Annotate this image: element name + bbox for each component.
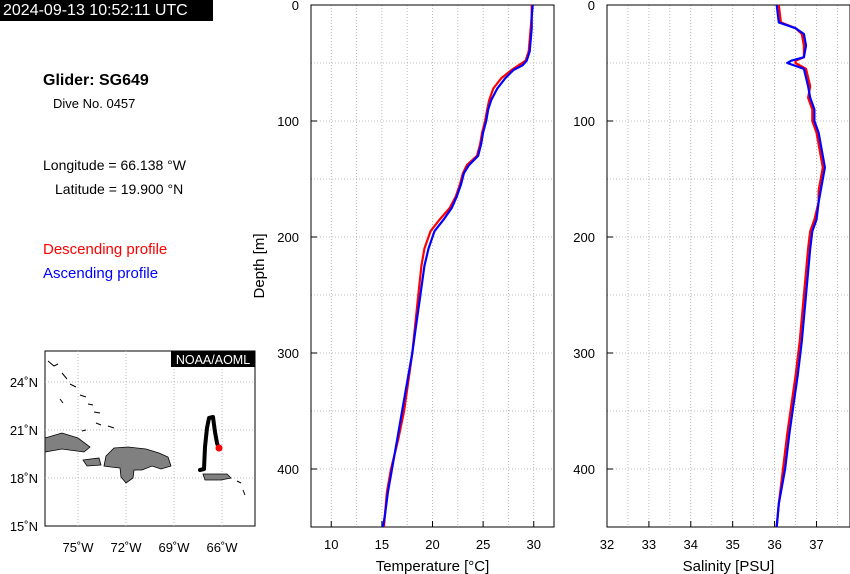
descending-legend: Descending profile (43, 241, 168, 258)
y-axis-label: Depth [m] (251, 233, 268, 298)
y-tick-label: 400 (277, 462, 299, 477)
glider-title: Glider: SG649 (43, 72, 149, 89)
plot-frame (606, 4, 850, 528)
y-tick-label: 100 (277, 114, 299, 129)
temperature-profile-chart: 0 100 200 300 400 10 15 20 25 30 Temperature [°C] D… (251, 0, 555, 574)
map-credit-box (171, 351, 255, 367)
x-axis-label: Temperature [°C] (376, 558, 490, 574)
y-tick-label: 200 (573, 230, 595, 245)
location-map: NOAA/AOML 24˚N 21˚N 18˚N 15˚N 75˚W 72˚W … (10, 350, 256, 555)
jamaica (82, 457, 102, 467)
x-tick-label: 25 (476, 537, 490, 552)
y-tick-label: 0 (588, 0, 595, 13)
glider-track (198, 415, 221, 472)
ascending-legend: Ascending profile (43, 265, 159, 282)
map-lat-tick: 24˚N (10, 375, 38, 390)
map-lat-tick: 15˚N (10, 519, 38, 534)
x-tick-label: 35 (725, 537, 739, 552)
bahamas-islands (47, 360, 246, 496)
map-lat-tick: 18˚N (10, 471, 38, 486)
land-masses (44, 432, 232, 484)
map-lon-tick: 69˚W (158, 540, 190, 555)
y-tick-label: 400 (573, 462, 595, 477)
ascending-profile-line (775, 4, 827, 528)
x-tick-label: 36 (767, 537, 781, 552)
y-tick-label: 200 (277, 230, 299, 245)
x-tick-label: 10 (324, 537, 338, 552)
x-tick-label: 34 (684, 537, 698, 552)
map-credit: NOAA/AOML (176, 353, 250, 367)
x-tick-label: 33 (642, 537, 656, 552)
longitude-readout: Longitude = 66.138 °W (43, 157, 186, 173)
map-lon-tick: 75˚W (62, 540, 94, 555)
map-lat-ticks: 24˚N 21˚N 18˚N 15˚N (10, 375, 38, 534)
map-lon-ticks: 75˚W 72˚W 69˚W 66˚W (62, 540, 238, 555)
x-tick-label: 15 (375, 537, 389, 552)
latitude-readout: Latitude = 19.900 °N (55, 181, 184, 197)
hispaniola (103, 446, 172, 484)
y-tick-label: 300 (277, 346, 299, 361)
map-frame (44, 350, 256, 527)
timestamp: 2024-09-13 10:52:11 UTC (0, 0, 213, 21)
ascending-profile-line (381, 4, 534, 528)
map-lat-tick: 21˚N (10, 423, 38, 438)
x-tick-label: 32 (600, 537, 614, 552)
y-tick-label: 100 (573, 114, 595, 129)
salinity-profile-chart: 0 100 200 300 400 32 33 34 35 36 37 Salinity [PSU] (573, 0, 850, 574)
map-lon-tick: 72˚W (110, 540, 142, 555)
x-tick-label: 37 (809, 537, 823, 552)
x-tick-label: 20 (425, 537, 439, 552)
cuba (44, 432, 91, 453)
map-lon-tick: 66˚W (206, 540, 238, 555)
x-axis-label: Salinity [PSU] (683, 558, 775, 574)
puerto-rico (202, 473, 232, 481)
dive-number: Dive No. 0457 (53, 96, 136, 111)
y-tick-label: 300 (573, 346, 595, 361)
glider-position-marker (215, 444, 223, 452)
x-tick-label: 30 (527, 537, 541, 552)
y-tick-label: 0 (292, 0, 299, 13)
descending-profile-line (775, 4, 824, 528)
